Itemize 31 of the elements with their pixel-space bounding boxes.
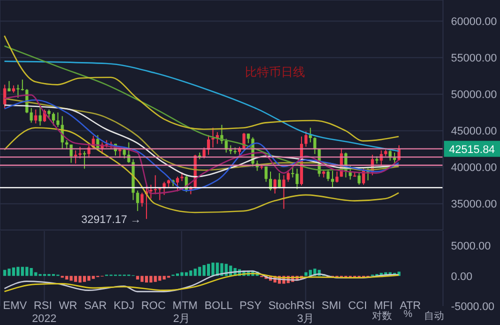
y-tick-label: 5000.00 [451, 240, 491, 253]
annotation: KDJ [114, 300, 134, 312]
y-tick-label: 40000.00 [451, 162, 497, 174]
y-tick-label: 35000.00 [451, 198, 497, 211]
annotation: BOLL [204, 300, 233, 312]
ref-line-label: 42515.84 [449, 144, 495, 156]
annotation: StochRSI [268, 300, 315, 312]
annotation: 32917.17 → [81, 214, 142, 226]
x-tick-label: 2月 [173, 312, 190, 325]
y-tick-label: 45000.00 [451, 126, 497, 138]
annotation: CCI [348, 300, 368, 312]
annotation: MFI [374, 300, 393, 312]
x-tick-label: 2022 [32, 312, 57, 325]
text: % [404, 309, 412, 322]
annotation: RSI [34, 300, 52, 312]
annotation: SAR [84, 300, 107, 312]
y-tick-label: 55000.00 [451, 52, 497, 65]
annotation: ROC [141, 300, 166, 312]
annotation: PSY [239, 300, 262, 312]
text: 对数 [372, 310, 392, 323]
annotation: SMI [322, 300, 342, 312]
x-tick-label: 3月 [297, 312, 314, 325]
annotation: MTM [172, 300, 198, 312]
y-tick-label: 0.00 [451, 270, 472, 283]
y-tick-label: 50000.00 [451, 89, 497, 102]
annotation: WR [58, 300, 78, 312]
y-tick-label: -5000.00 [451, 300, 494, 313]
text: 自动 [424, 310, 444, 323]
annotation: EMV [3, 300, 27, 312]
text: 比特币日线 [245, 64, 305, 81]
y-tick-label: 60000.00 [451, 16, 497, 28]
